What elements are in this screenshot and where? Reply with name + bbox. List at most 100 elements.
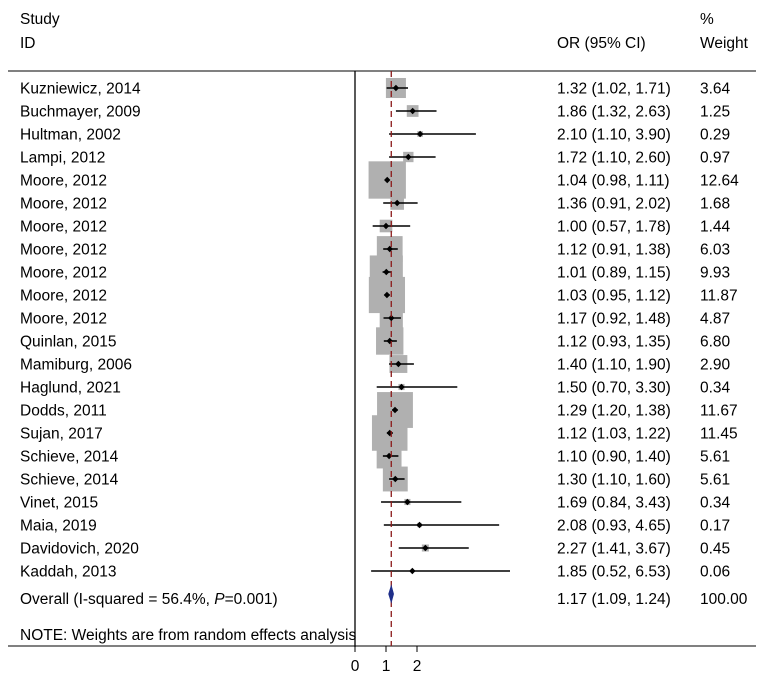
or-ci-text: 1.10 (0.90, 1.40) — [557, 449, 671, 466]
weight-text: 1.25 — [700, 104, 730, 121]
weight-text: 0.17 — [700, 518, 730, 535]
study-label: Haglund, 2021 — [20, 380, 121, 397]
or-ci-text: 1.04 (0.98, 1.11) — [557, 173, 670, 190]
weight-text: 12.64 — [700, 173, 739, 190]
weight-text: 0.29 — [700, 127, 730, 144]
or-ci-text: 1.85 (0.52, 6.53) — [557, 564, 671, 581]
or-ci-text: 1.50 (0.70, 3.30) — [557, 380, 671, 397]
point-estimate — [422, 544, 429, 552]
overall-diamond — [388, 584, 394, 604]
x-tick-label: 0 — [351, 658, 360, 675]
weight-text: 0.97 — [700, 150, 730, 167]
study-label: Moore, 2012 — [20, 173, 107, 190]
point-estimate — [409, 107, 416, 115]
point-estimate — [398, 383, 405, 391]
or-ci-text: 1.40 (1.10, 1.90) — [557, 357, 671, 374]
overall-or-text: 1.17 (1.09, 1.24) — [557, 591, 671, 608]
table-header: Study ID OR (95% CI) % Weight — [20, 11, 749, 52]
study-label: Lampi, 2012 — [20, 150, 105, 167]
weight-text: 5.61 — [700, 472, 730, 489]
study-label: Kuzniewicz, 2014 — [20, 81, 141, 98]
weight-header-line1: % — [700, 11, 714, 28]
point-estimate — [384, 176, 391, 184]
weight-text: 3.64 — [700, 81, 731, 98]
study-header-line2: ID — [20, 35, 36, 52]
weight-text: 1.44 — [700, 219, 731, 236]
x-tick-label: 1 — [382, 658, 391, 675]
point-estimate — [416, 521, 423, 529]
study-header-line1: Study — [20, 11, 60, 28]
study-label: Maia, 2019 — [20, 518, 97, 535]
point-estimate — [392, 84, 400, 92]
study-rows: Kuzniewicz, 2014 1.32 (1.02, 1.71) 3.64 Buc… — [20, 71, 739, 646]
or-ci-text: 2.27 (1.41, 3.67) — [557, 541, 671, 558]
or-ci-text: 1.12 (0.91, 1.38) — [557, 242, 671, 259]
or-ci-text: 1.72 (1.10, 2.60) — [557, 150, 671, 167]
point-estimate — [382, 222, 390, 230]
study-label: Buchmayer, 2009 — [20, 104, 141, 121]
weight-text: 11.87 — [700, 288, 738, 305]
study-label: Vinet, 2015 — [20, 495, 98, 512]
weight-text: 0.34 — [700, 380, 731, 397]
weight-text: 1.68 — [700, 196, 730, 213]
point-estimate — [388, 314, 395, 322]
weight-text: 0.06 — [700, 564, 730, 581]
point-estimate — [409, 567, 416, 575]
study-label: Moore, 2012 — [20, 311, 107, 328]
study-label: Moore, 2012 — [20, 288, 107, 305]
study-label: Hultman, 2002 — [20, 127, 121, 144]
weight-text: 5.61 — [700, 449, 730, 466]
weight-text: 4.87 — [700, 311, 730, 328]
or-ci-text: 1.12 (0.93, 1.35) — [557, 334, 671, 351]
weight-text: 6.80 — [700, 334, 731, 351]
weight-boxes — [368, 77, 429, 573]
overall-weight-text: 100.00 — [700, 591, 748, 608]
study-label: Schieve, 2014 — [20, 449, 119, 466]
study-label: Moore, 2012 — [20, 242, 107, 259]
study-label: Kaddah, 2013 — [20, 564, 117, 581]
or-ci-text: 1.17 (0.92, 1.48) — [557, 311, 671, 328]
point-estimate — [391, 406, 399, 414]
study-label: Quinlan, 2015 — [20, 334, 117, 351]
or-ci-text: 1.12 (1.03, 1.22) — [557, 426, 671, 443]
or-ci-text: 1.00 (0.57, 1.78) — [557, 219, 671, 236]
or-ci-text: 1.03 (0.95, 1.12) — [557, 288, 671, 305]
or-ci-text: 1.69 (0.84, 3.43) — [557, 495, 671, 512]
study-label: Mamiburg, 2006 — [20, 357, 132, 374]
point-estimate — [383, 291, 391, 299]
ci-marks — [371, 84, 510, 575]
or-ci-text: 1.01 (0.89, 1.15) — [557, 265, 671, 282]
weight-text: 0.45 — [700, 541, 730, 558]
weight-text: 2.90 — [700, 357, 731, 374]
or-ci-text: 1.36 (0.91, 2.02) — [557, 196, 671, 213]
or-ci-text: 1.30 (1.10, 1.60) — [557, 472, 671, 489]
overall-row: Overall (I-squared = 56.4%, P=0.001) 1.1… — [20, 591, 748, 608]
or-ci-text: 1.86 (1.32, 2.63) — [557, 104, 671, 121]
weight-header-line2: Weight — [700, 35, 749, 52]
study-label: Davidovich, 2020 — [20, 541, 139, 558]
point-estimate — [416, 130, 424, 138]
point-estimate — [383, 268, 390, 276]
study-label: Moore, 2012 — [20, 196, 107, 213]
or-ci-text: 1.32 (1.02, 1.71) — [557, 81, 671, 98]
study-label: Dodds, 2011 — [20, 403, 107, 420]
or-ci-text: 2.08 (0.93, 4.65) — [557, 518, 671, 535]
study-label: Moore, 2012 — [20, 265, 107, 282]
study-label: Schieve, 2014 — [20, 472, 119, 489]
point-estimate — [393, 199, 401, 207]
weight-text: 11.45 — [700, 426, 738, 443]
or-ci-text: 1.29 (1.20, 1.38) — [557, 403, 671, 420]
point-estimate — [395, 360, 402, 368]
overall-label: Overall (I-squared = 56.4%, P=0.001) — [20, 591, 278, 608]
weight-text: 6.03 — [700, 242, 730, 259]
study-label: Moore, 2012 — [20, 219, 107, 236]
point-estimate — [404, 498, 411, 506]
study-label: Sujan, 2017 — [20, 426, 103, 443]
weight-text: 0.34 — [700, 495, 731, 512]
point-estimate — [392, 475, 399, 483]
x-axis: 0 1 2 — [351, 71, 422, 675]
point-estimate — [405, 153, 412, 161]
x-tick-label: 2 — [413, 658, 422, 675]
or-header: OR (95% CI) — [557, 35, 646, 52]
